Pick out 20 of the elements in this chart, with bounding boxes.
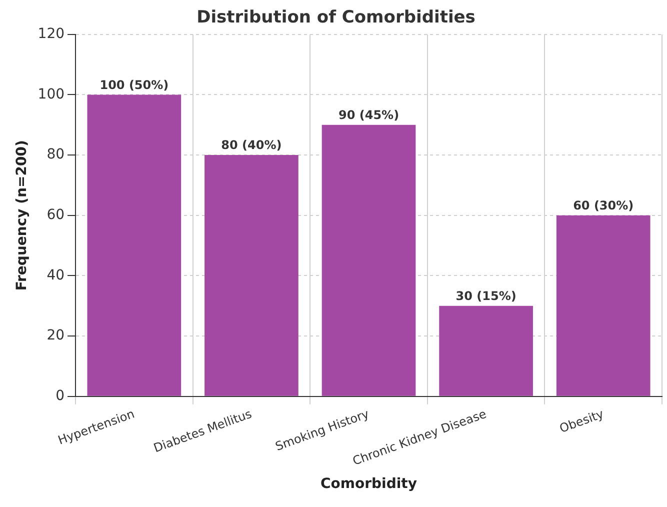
chart-title: Distribution of Comorbidities	[196, 8, 476, 28]
y-tick-label: 40	[46, 267, 65, 284]
bar	[439, 306, 533, 396]
y-tick-label: 100	[38, 86, 65, 102]
data-label: 30 (15%)	[456, 288, 516, 303]
y-tick-label: 60	[46, 207, 65, 224]
data-label: 90 (45%)	[338, 108, 400, 122]
y-tick-label: 120	[38, 26, 65, 42]
y-tick-label: 20	[46, 328, 65, 344]
bar	[204, 155, 298, 396]
bar	[87, 94, 182, 396]
data-label: 60 (30%)	[573, 198, 634, 212]
data-label: 80 (40%)	[221, 138, 282, 152]
bar	[322, 124, 416, 396]
data-label: 100 (50%)	[100, 78, 169, 92]
y-tick-label: 0	[56, 388, 65, 404]
y-tick-label: 80	[46, 146, 65, 163]
x-axis-title: Comorbidity	[320, 476, 417, 492]
bar	[556, 215, 650, 396]
y-axis-title: Frequency (n=200)	[14, 140, 30, 291]
